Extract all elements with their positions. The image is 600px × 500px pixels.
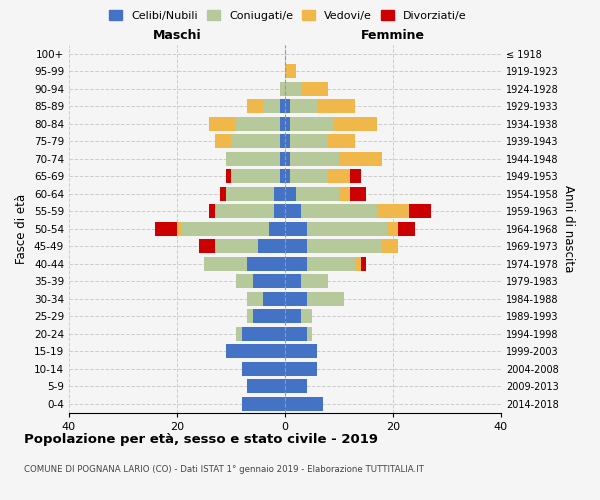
Text: Maschi: Maschi — [152, 28, 202, 42]
Bar — [199, 240, 215, 253]
Bar — [285, 292, 307, 306]
Bar — [290, 152, 339, 166]
Bar — [274, 187, 285, 200]
Bar — [285, 82, 301, 96]
Bar — [258, 240, 285, 253]
Bar — [285, 327, 307, 340]
Bar — [155, 222, 177, 235]
Bar — [215, 240, 258, 253]
Bar — [361, 257, 366, 270]
Bar — [226, 170, 231, 183]
Bar — [285, 187, 296, 200]
Text: Femmine: Femmine — [361, 28, 425, 42]
Bar — [280, 170, 285, 183]
Bar — [263, 100, 280, 113]
Bar — [388, 222, 398, 235]
Bar — [247, 292, 263, 306]
Bar — [285, 274, 301, 288]
Bar — [242, 397, 285, 410]
Bar — [301, 82, 328, 96]
Bar — [328, 134, 355, 148]
Bar — [220, 187, 226, 200]
Bar — [226, 344, 285, 358]
Text: COMUNE DI POGNANA LARIO (CO) - Dati ISTAT 1° gennaio 2019 - Elaborazione TUTTITA: COMUNE DI POGNANA LARIO (CO) - Dati ISTA… — [24, 465, 424, 474]
Bar — [280, 117, 285, 130]
Bar — [280, 152, 285, 166]
Bar — [231, 134, 280, 148]
Bar — [307, 222, 388, 235]
Bar — [409, 204, 431, 218]
Bar — [285, 64, 296, 78]
Bar — [242, 362, 285, 376]
Bar — [339, 187, 350, 200]
Bar — [285, 240, 307, 253]
Bar — [274, 204, 285, 218]
Bar — [382, 240, 398, 253]
Bar — [328, 170, 350, 183]
Bar — [290, 170, 328, 183]
Bar — [247, 257, 285, 270]
Bar — [317, 100, 355, 113]
Bar — [301, 274, 328, 288]
Bar — [307, 292, 344, 306]
Bar — [285, 222, 307, 235]
Bar — [334, 117, 377, 130]
Text: Popolazione per età, sesso e stato civile - 2019: Popolazione per età, sesso e stato civil… — [24, 432, 378, 446]
Bar — [290, 117, 334, 130]
Bar — [269, 222, 285, 235]
Bar — [215, 204, 274, 218]
Bar — [285, 204, 301, 218]
Bar — [209, 204, 215, 218]
Bar — [247, 310, 253, 323]
Bar — [280, 134, 285, 148]
Bar — [285, 100, 290, 113]
Bar — [350, 187, 366, 200]
Bar — [285, 170, 290, 183]
Bar — [398, 222, 415, 235]
Bar — [290, 100, 317, 113]
Bar — [247, 380, 285, 393]
Bar — [280, 100, 285, 113]
Bar — [350, 170, 361, 183]
Bar — [247, 100, 263, 113]
Bar — [182, 222, 269, 235]
Legend: Celibi/Nubili, Coniugati/e, Vedovi/e, Divorziati/e: Celibi/Nubili, Coniugati/e, Vedovi/e, Di… — [105, 6, 471, 25]
Bar — [209, 117, 236, 130]
Bar — [301, 310, 312, 323]
Bar — [285, 134, 290, 148]
Bar — [236, 117, 280, 130]
Bar — [285, 117, 290, 130]
Y-axis label: Fasce di età: Fasce di età — [16, 194, 28, 264]
Bar — [285, 362, 317, 376]
Bar — [177, 222, 182, 235]
Bar — [226, 152, 280, 166]
Bar — [307, 257, 355, 270]
Bar — [263, 292, 285, 306]
Bar — [285, 380, 307, 393]
Bar — [215, 134, 231, 148]
Bar — [253, 274, 285, 288]
Bar — [285, 397, 323, 410]
Bar — [307, 327, 312, 340]
Bar — [307, 240, 382, 253]
Bar — [236, 327, 242, 340]
Bar — [231, 170, 280, 183]
Bar — [285, 257, 307, 270]
Bar — [285, 152, 290, 166]
Bar — [339, 152, 382, 166]
Bar — [236, 274, 253, 288]
Bar — [355, 257, 361, 270]
Bar — [285, 310, 301, 323]
Bar — [226, 187, 274, 200]
Bar — [285, 344, 317, 358]
Y-axis label: Anni di nascita: Anni di nascita — [562, 185, 575, 272]
Bar — [280, 82, 285, 96]
Bar — [204, 257, 247, 270]
Bar — [377, 204, 409, 218]
Bar — [290, 134, 328, 148]
Bar — [301, 204, 377, 218]
Bar — [296, 187, 339, 200]
Bar — [242, 327, 285, 340]
Bar — [253, 310, 285, 323]
